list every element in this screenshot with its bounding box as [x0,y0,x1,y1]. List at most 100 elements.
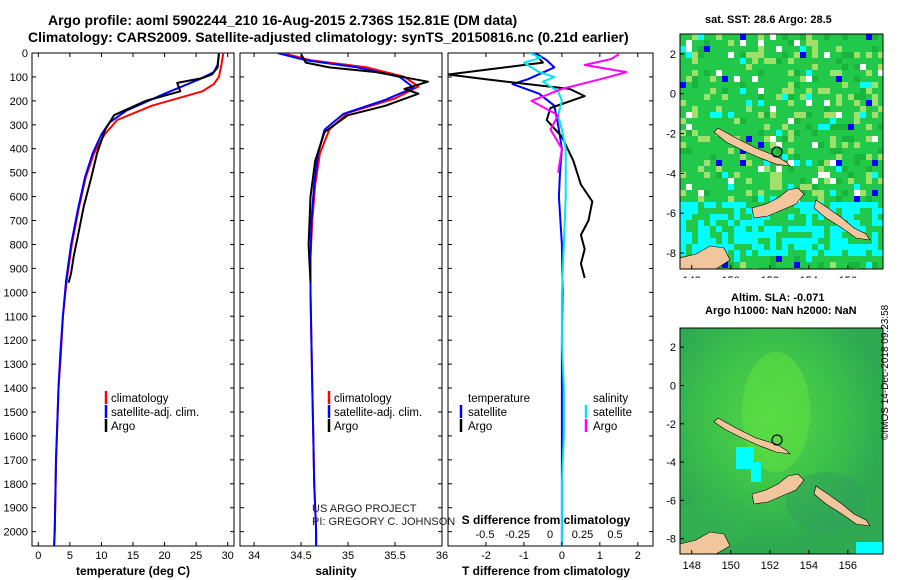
sst-cell [800,76,806,82]
sst-cell [752,244,758,250]
sst-cell [770,184,776,190]
sst-cell [872,100,878,106]
sst-cell [740,118,746,124]
sst-cell [836,244,842,250]
sst-cell [836,46,842,52]
sst-cell [776,130,782,136]
sst-cell [740,88,746,94]
sst-cell [728,244,734,250]
sst-cell [878,220,883,226]
sst-map: 148 150 152 154 156 2 0 -2 -4 -6 -8 [666,33,884,278]
sst-cell [740,202,746,208]
sst-cell [692,244,698,250]
sst-cell [746,100,752,106]
sst-cell [710,88,716,94]
sst-cell [872,94,878,100]
sst-cell [692,58,698,64]
figure-title-line1: Argo profile: aoml 5902244_210 16-Aug-20… [48,12,518,28]
sst-cell [680,118,686,124]
x-tick-label: 20 [158,550,170,562]
sst-cell [872,34,878,40]
sst-cell [854,160,860,166]
sst-cell [770,196,776,202]
depth-tick-label: 1100 [4,311,28,323]
sst-cell [788,214,794,220]
sst-cell [686,124,692,130]
sst-cell [764,136,770,142]
sst-cell [848,220,854,226]
difference-panel [448,53,628,546]
sst-cell [758,112,764,118]
sst-cell [740,154,746,160]
sst-cell [848,52,854,58]
x-tick-label: 34 [248,550,260,562]
series-line-salinity-satellite [522,53,567,546]
temperature-panel [53,53,225,546]
sst-cell [788,226,794,232]
sst-cell [860,190,866,196]
sst-cell [836,70,842,76]
sst-cell [842,82,848,88]
sst-cell [758,94,764,100]
sst-cell [746,52,752,58]
sst-cell [758,190,764,196]
sst-cell [794,256,800,262]
sst-cell [842,142,848,148]
sst-cell [728,40,734,46]
sst-cell [818,160,824,166]
sst-cell [824,106,830,112]
sst-cell [746,250,752,256]
sst-cell [698,166,704,172]
sst-cell [740,160,746,166]
x2-tick-label: -0.25 [505,529,530,541]
sst-cell [872,262,878,268]
sst-cell [866,202,872,208]
depth-tick-label: 0 [22,48,28,60]
x-tick-label: 0 [35,550,41,562]
sst-cell [860,244,866,250]
sst-cell [770,34,776,40]
series-line-salinity-argo [530,53,628,173]
sst-cell [698,136,704,142]
sst-cell [710,112,716,118]
sst-cell [704,160,710,166]
sst-cell [758,220,764,226]
sst-cell [818,262,824,268]
sst-cell [692,202,698,208]
x-tick-label: -1 [519,550,529,562]
map-y-tick-label: -6 [666,495,676,507]
sst-cell [764,166,770,172]
difference-plot-frame [447,52,654,547]
sst-cell [758,100,764,106]
sst-cell [854,226,860,232]
sst-cell [854,196,860,202]
sst-cell [842,136,848,142]
sst-cell [770,136,776,142]
sst-cell [812,46,818,52]
sst-cell [860,226,866,232]
sst-cell [770,232,776,238]
sst-cell [836,94,842,100]
sst-cell [728,220,734,226]
sst-cell [806,40,812,46]
sst-cell [848,244,854,250]
map-y-tick-label: -4 [666,457,676,469]
sst-cell [872,190,878,196]
sst-cell [704,202,710,208]
x2-tick-label: -0.5 [476,529,495,541]
sst-cell [692,34,698,40]
sst-cell [740,148,746,154]
series-line-argo [300,53,429,283]
sst-cell [872,172,878,178]
sst-cell [722,76,728,82]
sst-cell [866,88,872,94]
sst-cell [728,52,734,58]
sst-cell [764,160,770,166]
salinity-legend: climatology satellite-adj. clim. Argo [327,391,422,433]
sst-cell [782,94,788,100]
sst-cell [818,142,824,148]
sst-cell [680,202,686,208]
sst-cell [722,94,728,100]
sst-cell [848,250,854,256]
sst-cell [782,136,788,142]
